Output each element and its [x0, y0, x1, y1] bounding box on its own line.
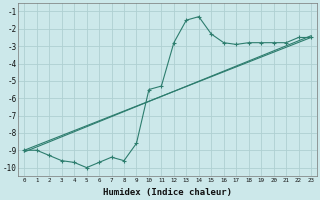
X-axis label: Humidex (Indice chaleur): Humidex (Indice chaleur): [103, 188, 232, 197]
